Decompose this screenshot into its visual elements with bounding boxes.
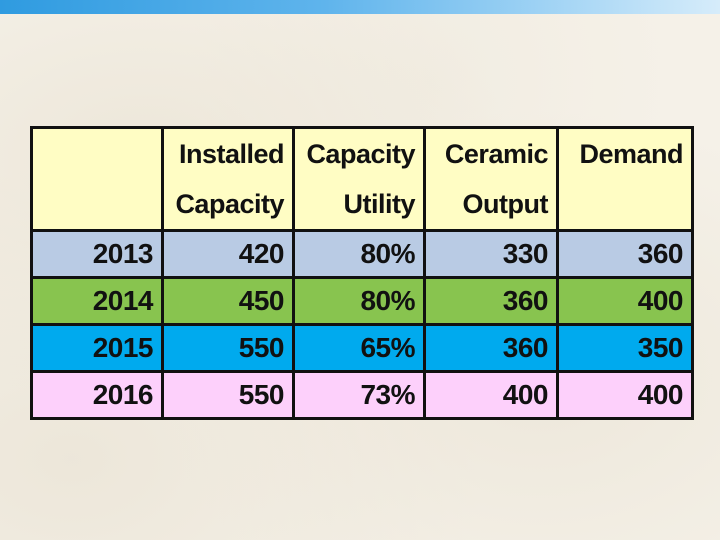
header-ceramic-output: Ceramic Output (423, 126, 559, 232)
capacity-demand-table: Installed Capacity Capacity Utility Cera… (30, 126, 694, 420)
header-installed-capacity: Installed Capacity (161, 126, 295, 232)
cell-ceramic-output: 400 (423, 370, 559, 420)
table-row: 2013 420 80% 330 360 (30, 229, 694, 279)
header-line: Capacity (175, 189, 284, 219)
cell-installed-capacity: 550 (161, 323, 295, 373)
table-row: 2016 550 73% 400 400 (30, 370, 694, 420)
table-header-row: Installed Capacity Capacity Utility Cera… (30, 126, 694, 232)
cell-year: 2013 (30, 229, 164, 279)
cell-ceramic-output: 360 (423, 323, 559, 373)
header-line: Output (462, 189, 549, 219)
header-line: Installed (178, 139, 285, 169)
cell-capacity-utility: 65% (292, 323, 426, 373)
data-table-container: Installed Capacity Capacity Utility Cera… (30, 126, 694, 420)
header-capacity-utility: Capacity Utility (292, 126, 426, 232)
cell-demand: 350 (556, 323, 694, 373)
cell-capacity-utility: 80% (292, 229, 426, 279)
header-line (563, 179, 683, 228)
table-row: 2015 550 65% 360 350 (30, 323, 694, 373)
cell-installed-capacity: 450 (161, 276, 295, 326)
cell-demand: 360 (556, 229, 694, 279)
cell-year: 2016 (30, 370, 164, 420)
cell-year: 2015 (30, 323, 164, 373)
cell-year: 2014 (30, 276, 164, 326)
header-line: Ceramic (444, 139, 549, 169)
header-line: Demand (579, 139, 683, 169)
cell-installed-capacity: 420 (161, 229, 295, 279)
cell-demand: 400 (556, 276, 694, 326)
header-demand: Demand (556, 126, 694, 232)
header-corner-cell (30, 126, 164, 232)
cell-capacity-utility: 73% (292, 370, 426, 420)
header-line: Utility (343, 189, 415, 219)
cell-ceramic-output: 330 (423, 229, 559, 279)
cell-capacity-utility: 80% (292, 276, 426, 326)
header-line: Capacity (306, 139, 415, 169)
top-accent-bar (0, 0, 720, 14)
cell-ceramic-output: 360 (423, 276, 559, 326)
table-row: 2014 450 80% 360 400 (30, 276, 694, 326)
cell-installed-capacity: 550 (161, 370, 295, 420)
cell-demand: 400 (556, 370, 694, 420)
